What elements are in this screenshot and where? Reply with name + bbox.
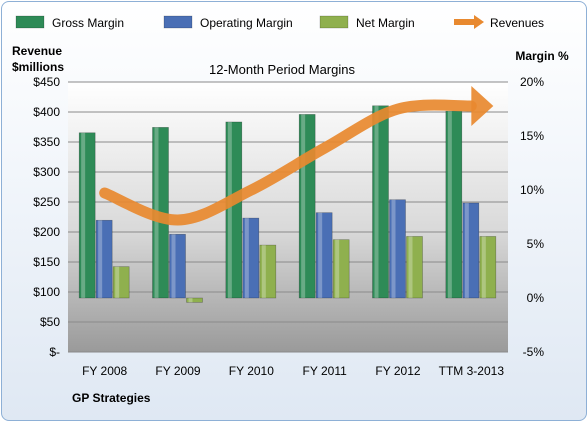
left-tick-label: $450 xyxy=(33,75,60,89)
legend: Gross Margin Operating Margin Net Margin Re… xyxy=(15,15,544,30)
bar-gross-margin xyxy=(298,114,316,299)
bar-net-margin xyxy=(259,244,277,299)
left-tick-label: $100 xyxy=(33,285,60,299)
category-label: FY 2012 xyxy=(375,364,420,378)
category-label: FY 2008 xyxy=(82,364,127,378)
left-axis-label-line1: Revenue xyxy=(12,44,62,58)
chart-title: 12-Month Period Margins xyxy=(209,62,355,77)
left-tick-label: $150 xyxy=(33,255,60,269)
bar-operating-margin xyxy=(315,212,333,299)
left-axis-label-line2: $millions xyxy=(12,60,64,74)
legend-label: Operating Margin xyxy=(200,16,293,30)
bars-layer xyxy=(78,105,497,303)
legend-label: Gross Margin xyxy=(52,16,124,30)
bar-operating-margin xyxy=(95,219,113,299)
revenue-arrowhead xyxy=(471,86,494,126)
bar-gross-margin xyxy=(445,110,463,299)
legend-item: Operating Margin xyxy=(163,15,293,30)
legend-label: Net Margin xyxy=(356,16,415,30)
right-tick-label: -5% xyxy=(523,345,545,359)
right-axis-label: Margin % xyxy=(515,49,569,63)
left-tick-label: $- xyxy=(49,345,60,359)
left-tick-label: $250 xyxy=(33,195,60,209)
bar-operating-margin xyxy=(242,217,260,299)
revenue-line-layer xyxy=(99,86,494,226)
bar-net-margin xyxy=(112,266,130,299)
left-tick-label: $50 xyxy=(40,315,60,329)
bar-gross-margin xyxy=(78,132,96,299)
legend-swatch xyxy=(319,15,349,29)
legend-swatch xyxy=(15,15,45,29)
category-label: FY 2010 xyxy=(229,364,274,378)
left-axis: $- $50 $100 $150 $200 $250 $300 $350 $400 $450 xyxy=(33,75,60,359)
revenue-line xyxy=(99,99,477,226)
bar-net-margin xyxy=(186,297,203,303)
left-tick-label: $200 xyxy=(33,225,60,239)
legend-item: Net Margin xyxy=(319,15,415,30)
right-tick-label: 5% xyxy=(527,237,545,251)
bar-gross-margin xyxy=(225,121,243,299)
bar-net-margin xyxy=(479,236,497,299)
company-name: GP Strategies xyxy=(72,391,151,405)
bar-net-margin xyxy=(332,239,350,299)
legend-item: Revenues xyxy=(454,15,544,30)
legend-label: Revenues xyxy=(490,16,544,30)
left-tick-label: $300 xyxy=(33,165,60,179)
gridlines xyxy=(68,81,508,353)
right-tick-label: 15% xyxy=(520,129,544,143)
left-tick-label: $350 xyxy=(33,135,60,149)
right-tick-label: 0% xyxy=(527,291,545,305)
right-axis: -5% 0% 5% 10% 15% 20% xyxy=(520,75,544,359)
x-axis: FY 2008 FY 2009 FY 2010 FY 2011 FY 2012 TTM 3… xyxy=(82,364,504,378)
bar-operating-margin xyxy=(462,202,480,299)
bar-net-margin xyxy=(406,236,423,299)
right-tick-label: 20% xyxy=(520,75,544,89)
bar-operating-margin xyxy=(169,233,186,299)
category-label: TTM 3-2013 xyxy=(439,364,505,378)
category-label: FY 2009 xyxy=(155,364,200,378)
legend-item: Gross Margin xyxy=(15,15,124,30)
bar-operating-margin xyxy=(389,199,406,299)
bar-gross-margin xyxy=(372,105,389,299)
left-tick-label: $400 xyxy=(33,105,60,119)
category-label: FY 2011 xyxy=(303,364,348,378)
legend-swatch xyxy=(163,15,193,29)
plot-area xyxy=(68,82,508,352)
right-tick-label: 10% xyxy=(520,183,544,197)
